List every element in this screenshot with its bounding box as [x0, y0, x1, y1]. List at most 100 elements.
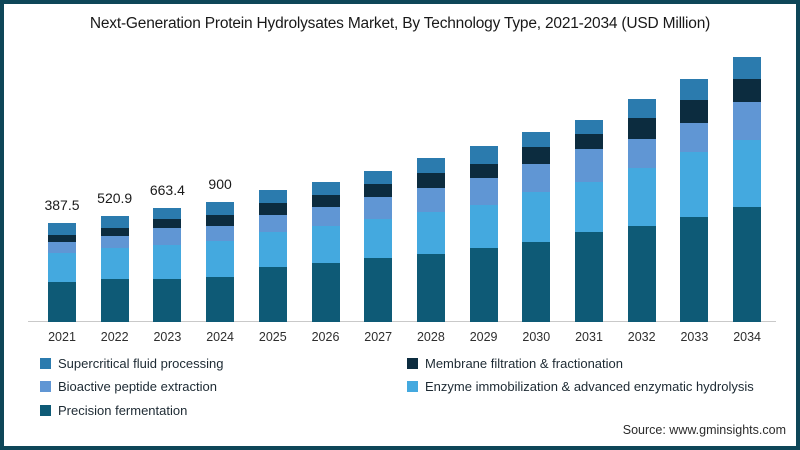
legend-label: Bioactive peptide extraction: [58, 379, 217, 394]
segment-precision_fermentation-2029: [469, 248, 498, 322]
segment-bioactive_peptide-2026: [311, 207, 340, 226]
segment-membrane_filtration-2025: [258, 203, 287, 215]
source-text: Source: www.gminsights.com: [622, 423, 786, 437]
x-axis-line: [28, 321, 776, 322]
segment-supercritical_fluid-2026: [311, 182, 340, 195]
x-tick-label-2032: 2032: [627, 330, 656, 344]
chart-title: Next-Generation Protein Hydrolysates Mar…: [89, 15, 711, 32]
x-tick-label-2025: 2025: [258, 330, 287, 344]
segment-supercritical_fluid-2028: [416, 158, 445, 173]
segment-supercritical_fluid-2024: [206, 202, 235, 215]
segment-membrane_filtration-2024: [206, 215, 235, 226]
bar-total-label-2021: 387.5: [44, 197, 80, 213]
segment-supercritical_fluid-2030: [522, 132, 551, 147]
legend-item-membrane-filtration-fractionation: Membrane filtration & fractionation: [407, 356, 623, 371]
segment-bioactive_peptide-2023: [153, 228, 182, 245]
x-tick-label-2031: 2031: [575, 330, 603, 344]
x-tick-label-2033: 2033: [680, 330, 709, 344]
segment-enzyme_immobilization-2021: [48, 253, 76, 282]
segment-precision_fermentation-2032: [627, 226, 656, 322]
legend-label: Enzyme immobilization & advanced enzymat…: [425, 379, 754, 394]
segment-supercritical_fluid-2022: [100, 216, 129, 228]
bar-2034: [733, 57, 762, 322]
bar-2028: [416, 158, 445, 322]
bar-2031: [575, 120, 603, 322]
segment-enzyme_immobilization-2032: [627, 168, 656, 226]
bar-2033: [680, 79, 709, 322]
segment-precision_fermentation-2021: [48, 282, 76, 322]
segment-bioactive_peptide-2024: [206, 226, 235, 241]
segment-membrane_filtration-2034: [733, 79, 762, 102]
segment-bioactive_peptide-2033: [680, 123, 709, 152]
segment-bioactive_peptide-2031: [575, 149, 603, 182]
x-tick-label-2027: 2027: [364, 330, 393, 344]
legend-swatch: [407, 358, 418, 369]
legend-swatch: [40, 381, 51, 392]
segment-membrane_filtration-2028: [416, 173, 445, 188]
legend-swatch: [407, 381, 418, 392]
x-tick-label-2029: 2029: [469, 330, 498, 344]
segment-bioactive_peptide-2032: [627, 139, 656, 168]
segment-bioactive_peptide-2034: [733, 102, 762, 140]
segment-precision_fermentation-2028: [416, 254, 445, 322]
segment-membrane_filtration-2032: [627, 118, 656, 139]
bar-2026: [311, 182, 340, 322]
legend-item-precision-fermentation: Precision fermentation: [40, 403, 187, 418]
segment-bioactive_peptide-2021: [48, 242, 76, 253]
segment-precision_fermentation-2025: [258, 267, 287, 322]
x-tick-label-2034: 2034: [733, 330, 761, 344]
segment-precision_fermentation-2026: [311, 263, 340, 322]
segment-bioactive_peptide-2030: [522, 164, 551, 192]
segment-precision_fermentation-2022: [100, 279, 129, 322]
segment-supercritical_fluid-2029: [469, 146, 498, 164]
segment-enzyme_immobilization-2033: [680, 152, 709, 217]
segment-precision_fermentation-2034: [733, 207, 762, 322]
segment-membrane_filtration-2027: [364, 184, 393, 197]
segment-bioactive_peptide-2022: [100, 236, 129, 248]
x-tick-label-2023: 2023: [153, 330, 182, 344]
bar-2022: [100, 216, 129, 322]
segment-membrane_filtration-2022: [100, 228, 129, 236]
segment-membrane_filtration-2029: [469, 164, 498, 178]
bar-2030: [522, 132, 551, 322]
segment-membrane_filtration-2030: [522, 147, 551, 164]
segment-precision_fermentation-2031: [575, 232, 603, 322]
segment-bioactive_peptide-2025: [258, 215, 287, 232]
segment-supercritical_fluid-2033: [680, 79, 709, 100]
segment-enzyme_immobilization-2029: [469, 205, 498, 248]
legend-label: Membrane filtration & fractionation: [425, 356, 623, 371]
segment-enzyme_immobilization-2030: [522, 192, 551, 242]
segment-supercritical_fluid-2027: [364, 171, 393, 184]
segment-enzyme_immobilization-2027: [364, 219, 393, 258]
segment-precision_fermentation-2023: [153, 279, 182, 322]
bar-2025: [258, 190, 287, 322]
x-tick-label-2026: 2026: [311, 330, 340, 344]
segment-membrane_filtration-2031: [575, 134, 603, 149]
segment-precision_fermentation-2024: [206, 277, 235, 322]
bar-2021: [48, 223, 76, 322]
segment-enzyme_immobilization-2031: [575, 182, 603, 232]
segment-supercritical_fluid-2021: [48, 223, 76, 235]
segment-enzyme_immobilization-2023: [153, 245, 182, 279]
x-tick-label-2021: 2021: [48, 330, 76, 344]
bar-2029: [469, 146, 498, 322]
legend-swatch: [40, 404, 51, 416]
segment-enzyme_immobilization-2024: [206, 241, 235, 277]
segment-enzyme_immobilization-2026: [311, 226, 340, 263]
legend-label: Supercritical fluid processing: [58, 356, 224, 371]
segment-bioactive_peptide-2027: [364, 197, 393, 219]
segment-membrane_filtration-2026: [311, 195, 340, 207]
legend-item-enzyme-immobilization-hydrolysis: Enzyme immobilization & advanced enzymat…: [407, 379, 754, 394]
x-tick-label-2022: 2022: [100, 330, 129, 344]
bar-total-label-2023: 663.4: [149, 182, 185, 198]
legend-label: Precision fermentation: [58, 402, 188, 418]
legend-item-bioactive-peptide-extraction: Bioactive peptide extraction: [40, 379, 217, 394]
segment-enzyme_immobilization-2025: [258, 232, 287, 267]
segment-membrane_filtration-2033: [680, 100, 709, 123]
x-tick-label-2024: 2024: [206, 330, 234, 344]
segment-enzyme_immobilization-2034: [733, 140, 762, 207]
bar-2023: [153, 208, 182, 322]
legend-swatch: [40, 358, 51, 369]
segment-precision_fermentation-2027: [364, 258, 393, 322]
